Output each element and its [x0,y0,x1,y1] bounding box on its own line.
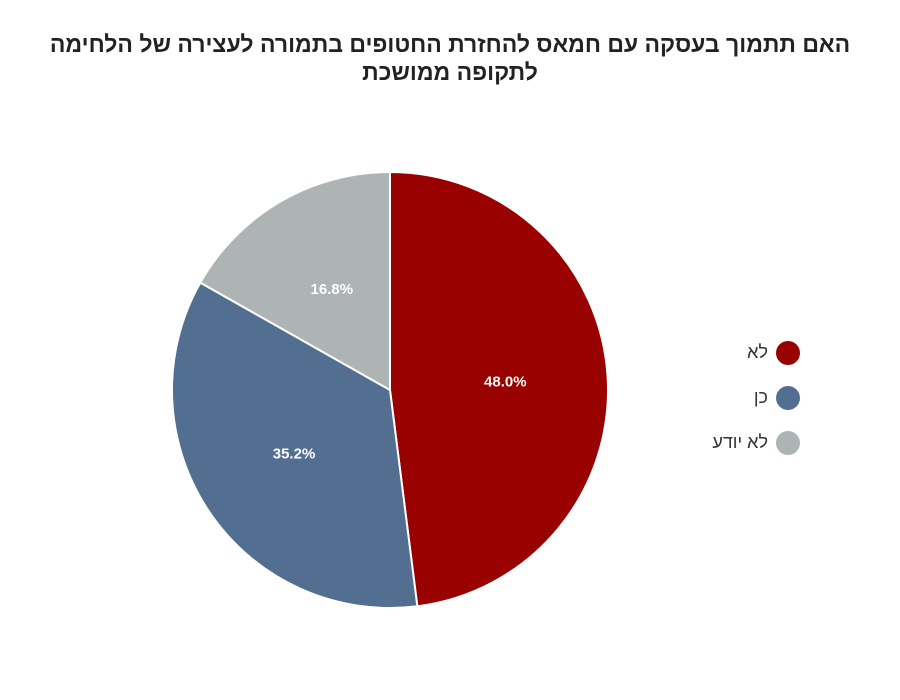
legend-swatch-1 [776,385,800,410]
chart-title: האם תתמוך בעסקה עם חמאס להחזרת החטופים ב… [49,31,851,85]
slice-label-0: 48.0% [484,374,527,391]
pie-slice-1 [171,281,419,609]
legend-label-2: לא יודע [712,432,768,452]
pie-slice-2 [198,170,391,392]
legend-swatch-0 [776,340,800,365]
legend-swatch-2 [776,430,800,455]
legend: לא כן לא יודע [700,330,800,465]
legend-label-0: לא [747,342,768,362]
legend-item-1: כן [700,375,800,420]
slice-label-2: 16.8% [311,281,354,298]
slice-label-1: 35.2% [273,445,316,462]
pie-slice-0 [389,170,609,608]
legend-item-0: לא [700,330,800,375]
legend-item-2: לא יודע [700,420,800,465]
legend-label-1: כן [753,387,768,407]
